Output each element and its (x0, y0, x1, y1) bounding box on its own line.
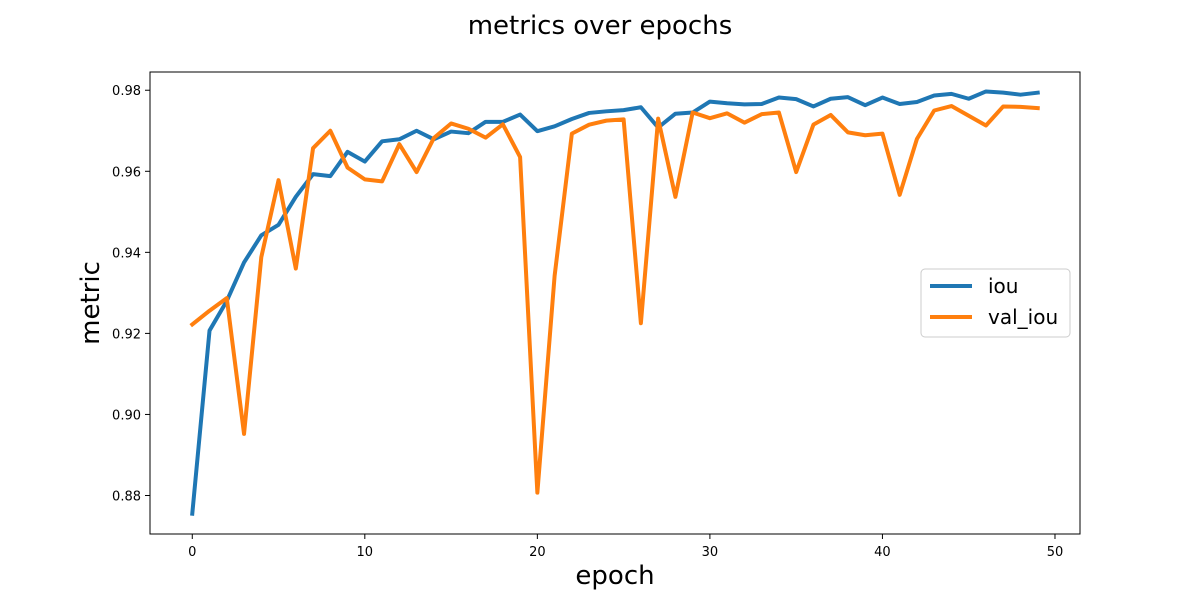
y-tick-label: 0.88 (112, 490, 141, 505)
legend-label-iou: iou (988, 274, 1018, 298)
y-tick-label: 0.94 (112, 246, 141, 261)
y-tick-label: 0.90 (112, 408, 141, 423)
y-tick-label: 0.98 (112, 84, 141, 99)
x-axis-ticks: 0 10 20 30 40 50 (188, 534, 1063, 560)
x-tick-label: 20 (529, 545, 546, 560)
x-tick-label: 40 (874, 545, 891, 560)
y-axis-label: metric (76, 261, 106, 345)
series-line-iou (190, 89, 1040, 516)
legend-label-val-iou: val_iou (988, 305, 1058, 329)
x-tick-label: 0 (188, 545, 196, 560)
legend: iou val_iou (920, 268, 1071, 338)
plot-area-frame (149, 71, 1081, 535)
x-axis-label: epoch (575, 561, 654, 591)
series-layer (189, 89, 1040, 516)
chart-title: metrics over epochs (468, 11, 733, 41)
y-tick-label: 0.92 (112, 327, 141, 342)
x-tick-label: 30 (702, 545, 719, 560)
x-tick-label: 10 (357, 545, 374, 560)
y-tick-label: 0.96 (112, 165, 141, 180)
series-line-val-iou (189, 104, 1040, 495)
x-tick-label: 50 (1047, 545, 1064, 560)
y-axis-ticks: 0.88 0.90 0.92 0.94 0.96 0.98 (112, 84, 150, 505)
